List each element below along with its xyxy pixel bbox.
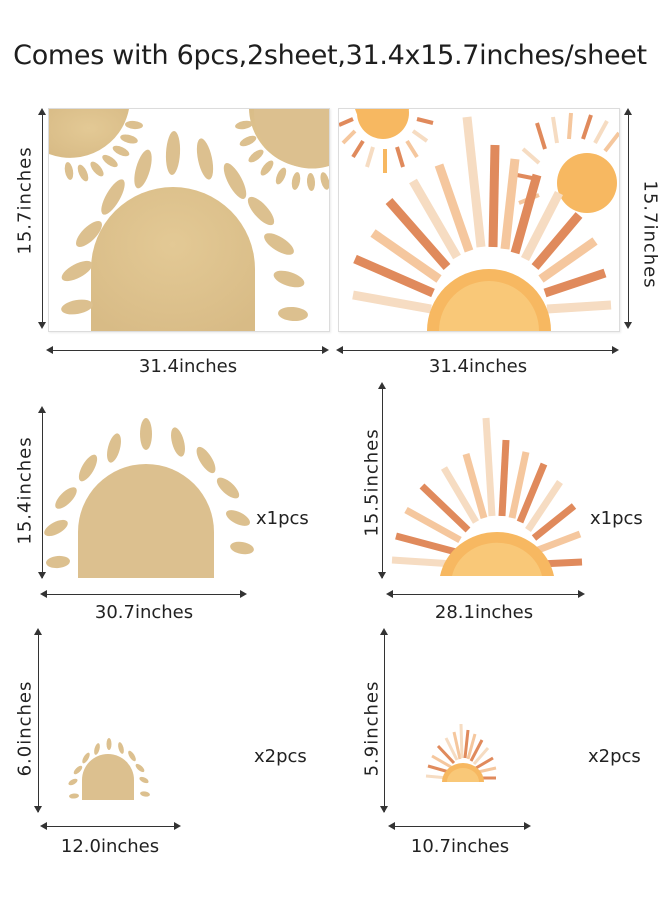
arrow-down-icon xyxy=(380,806,388,813)
sheet-right-width-label: 31.4inches xyxy=(428,356,528,377)
sheet-right-height-label: 15.7inches xyxy=(639,180,660,289)
arrow-right-icon xyxy=(524,822,531,830)
sheet-left-height-label: 15.7inches xyxy=(14,146,36,255)
arrow-up-icon xyxy=(34,628,42,635)
large-orange-sun-qty: x1pcs xyxy=(590,508,643,529)
large-tan-sun-qty: x1pcs xyxy=(256,508,309,529)
arrow-right-icon xyxy=(578,590,585,598)
sheet-left xyxy=(48,108,330,332)
arrow-up-icon xyxy=(624,108,632,115)
sheet-right xyxy=(338,108,620,332)
sheet-left-width-line xyxy=(50,350,326,351)
arrow-right-icon xyxy=(322,346,329,354)
small-orange-sun-art xyxy=(425,723,497,782)
arrow-up-icon xyxy=(38,108,46,115)
page-title: Comes with 6pcs,2sheet,31.4x15.7inches/s… xyxy=(13,40,647,71)
small-tan-sun-width-line xyxy=(44,826,178,827)
arrow-up-icon xyxy=(380,628,388,635)
large-orange-sun-art xyxy=(391,417,583,576)
arrow-left-icon xyxy=(40,590,47,598)
small-tan-sun-width-label: 12.0inches xyxy=(60,836,160,857)
arrow-down-icon xyxy=(38,322,46,329)
sheet-left-height-line xyxy=(42,112,43,326)
orange-sun-sheet-art xyxy=(339,109,619,331)
large-orange-sun-width-label: 28.1inches xyxy=(434,602,534,623)
large-tan-sun-height-line xyxy=(42,410,43,578)
arrow-left-icon xyxy=(40,822,47,830)
arrow-up-icon xyxy=(378,382,386,389)
small-orange-sun-height-line xyxy=(384,632,385,812)
small-orange-sun-qty: x2pcs xyxy=(588,746,641,767)
small-tan-sun-height-line xyxy=(38,632,39,812)
large-tan-sun-height-label: 15.4inches xyxy=(14,436,36,545)
arrow-down-icon xyxy=(38,572,46,579)
small-orange-sun-width-label: 10.7inches xyxy=(410,836,510,857)
large-orange-sun-height-line xyxy=(382,386,383,578)
small-tan-sun-art xyxy=(68,738,150,800)
small-orange-sun-height-label: 5.9inches xyxy=(361,680,383,777)
small-orange-sun-width-line xyxy=(392,826,528,827)
large-tan-sun-width-label: 30.7inches xyxy=(94,602,194,623)
large-tan-sun-width-line xyxy=(44,594,244,595)
arrow-up-icon xyxy=(38,406,46,413)
small-tan-sun-height-label: 6.0inches xyxy=(14,680,36,777)
large-tan-sun-art xyxy=(44,418,254,578)
arrow-right-icon xyxy=(612,346,619,354)
arrow-left-icon xyxy=(388,822,395,830)
sheet-right-height-line xyxy=(628,112,629,326)
arrow-down-icon xyxy=(34,806,42,813)
arrow-down-icon xyxy=(378,572,386,579)
sheet-right-width-line xyxy=(340,350,616,351)
arrow-left-icon xyxy=(46,346,53,354)
arrow-left-icon xyxy=(336,346,343,354)
small-tan-sun-qty: x2pcs xyxy=(254,746,307,767)
arrow-right-icon xyxy=(240,590,247,598)
sheet-left-width-label: 31.4inches xyxy=(138,356,238,377)
large-orange-sun-height-label: 15.5inches xyxy=(361,428,383,537)
tan-sun-sheet-art xyxy=(49,109,329,331)
arrow-down-icon xyxy=(624,322,632,329)
large-orange-sun-width-line xyxy=(390,594,582,595)
arrow-left-icon xyxy=(386,590,393,598)
arrow-right-icon xyxy=(174,822,181,830)
